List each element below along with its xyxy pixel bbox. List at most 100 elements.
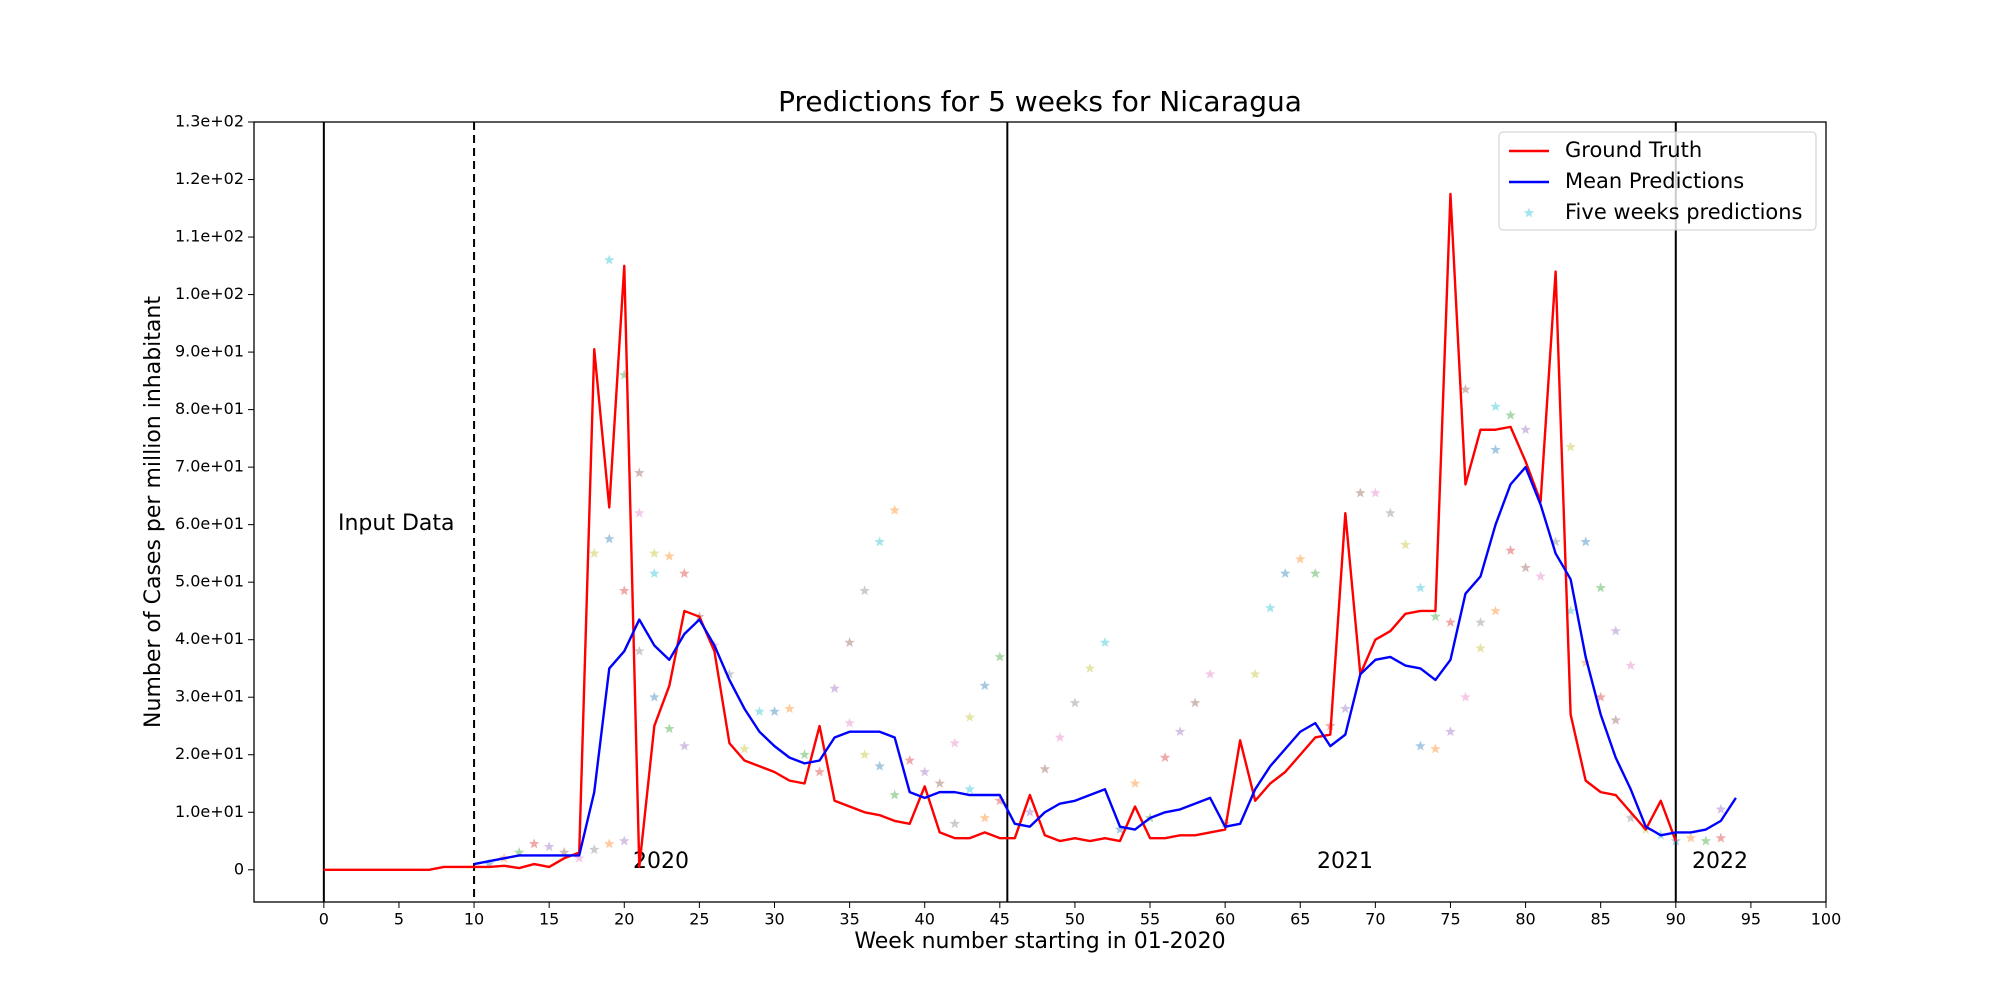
star-point <box>754 706 765 717</box>
star-point <box>1595 582 1606 593</box>
x-tick-label: 35 <box>839 910 859 929</box>
star-point <box>1295 553 1306 564</box>
legend-label: Five weeks predictions <box>1565 200 1803 224</box>
star-point <box>1610 714 1621 725</box>
plot-frame <box>253 121 1827 903</box>
star-point <box>1264 602 1276 613</box>
star-point <box>1189 697 1201 708</box>
line <box>323 192 1677 871</box>
y-tick-label: 1.0e+02 <box>175 284 244 303</box>
x-tick-label: 55 <box>1140 910 1160 929</box>
star-point <box>649 547 660 558</box>
star-point <box>1460 691 1471 702</box>
x-tick-label: 40 <box>915 910 935 929</box>
legend-label: Mean Predictions <box>1565 169 1744 193</box>
star-point <box>1490 401 1501 412</box>
star-point <box>1715 832 1727 843</box>
star-point <box>949 818 960 829</box>
star-point <box>994 651 1006 662</box>
legend-box <box>1498 131 1817 231</box>
star-point <box>664 550 675 561</box>
x-tick-label: 60 <box>1215 910 1235 929</box>
annotation: 2022 <box>1692 849 1748 874</box>
star-point <box>1400 539 1411 550</box>
star-point <box>1069 697 1081 708</box>
star-point <box>619 369 630 380</box>
star-point <box>1550 536 1561 547</box>
star-point <box>1580 536 1591 547</box>
star-point <box>634 507 645 518</box>
star-point <box>1715 803 1727 814</box>
star-point <box>1415 582 1426 593</box>
star-point <box>859 585 870 596</box>
star-point <box>964 783 976 794</box>
star-point <box>1430 743 1441 754</box>
y-tick-label: 3.0e+01 <box>175 687 244 706</box>
star-point <box>483 858 495 869</box>
star-point <box>634 467 645 478</box>
star-point <box>1310 568 1321 578</box>
x-tick-label: 90 <box>1666 910 1686 929</box>
star-point <box>649 568 660 578</box>
y-tick-label: 1.2e+02 <box>175 169 244 188</box>
x-tick-label: 0 <box>319 910 329 929</box>
star-point <box>979 812 991 823</box>
star-point <box>634 645 645 656</box>
y-tick-label: 1.0e+01 <box>175 802 244 821</box>
star-point <box>1370 487 1381 498</box>
star-point <box>1505 409 1516 420</box>
star-point <box>619 585 630 596</box>
y-tick-label: 7.0e+01 <box>175 457 244 476</box>
star-point <box>558 847 570 857</box>
star-point <box>1340 703 1351 714</box>
star-point <box>1430 611 1441 622</box>
star-point <box>1580 657 1591 668</box>
star-point <box>814 766 825 777</box>
star-point <box>994 795 1006 806</box>
star-point <box>844 637 855 648</box>
star-point <box>1280 568 1291 578</box>
y-tick-label: 4.0e+01 <box>175 629 244 648</box>
x-tick-label: 25 <box>689 910 709 929</box>
y-tick-label: 9.0e+01 <box>175 342 244 361</box>
star-point <box>513 847 525 857</box>
star-point <box>1460 383 1471 394</box>
star-point <box>1039 763 1051 774</box>
star-point <box>1520 424 1531 435</box>
star-point <box>649 691 660 702</box>
star-point <box>1535 570 1546 581</box>
star-point <box>1625 812 1636 823</box>
y-tick-label: 5.0e+01 <box>175 572 244 591</box>
x-tick-label: 20 <box>614 910 634 929</box>
x-tick-label: 65 <box>1290 910 1310 929</box>
x-tick-label: 95 <box>1741 910 1761 929</box>
star-point <box>573 852 585 863</box>
star-point <box>949 737 960 748</box>
y-tick-label: 1.3e+02 <box>175 112 244 131</box>
star-point <box>589 844 600 855</box>
x-tick-label: 5 <box>394 910 404 929</box>
star-point <box>1595 691 1606 702</box>
star-point <box>1565 441 1576 452</box>
x-tick-label: 15 <box>539 910 559 929</box>
star-point <box>1054 731 1066 742</box>
star-point <box>604 838 615 849</box>
star-point <box>1490 444 1501 455</box>
star-point <box>1475 642 1486 653</box>
star-point <box>1505 545 1516 555</box>
star-point <box>1445 616 1456 627</box>
star-point <box>859 749 870 760</box>
star-point <box>679 568 690 578</box>
star-point <box>934 778 945 788</box>
annotation: 2020 <box>633 849 689 874</box>
star-point <box>1475 616 1486 627</box>
x-axis-label: Week number starting in 01-2020 <box>854 929 1225 954</box>
line <box>473 465 1737 866</box>
star-point <box>1174 726 1186 737</box>
star-point <box>543 841 555 852</box>
star-point <box>979 680 991 691</box>
legend-label: Ground Truth <box>1565 138 1702 162</box>
y-tick-label: 1.1e+02 <box>175 227 244 246</box>
star-point <box>589 547 600 558</box>
y-tick-label: 8.0e+01 <box>175 399 244 418</box>
